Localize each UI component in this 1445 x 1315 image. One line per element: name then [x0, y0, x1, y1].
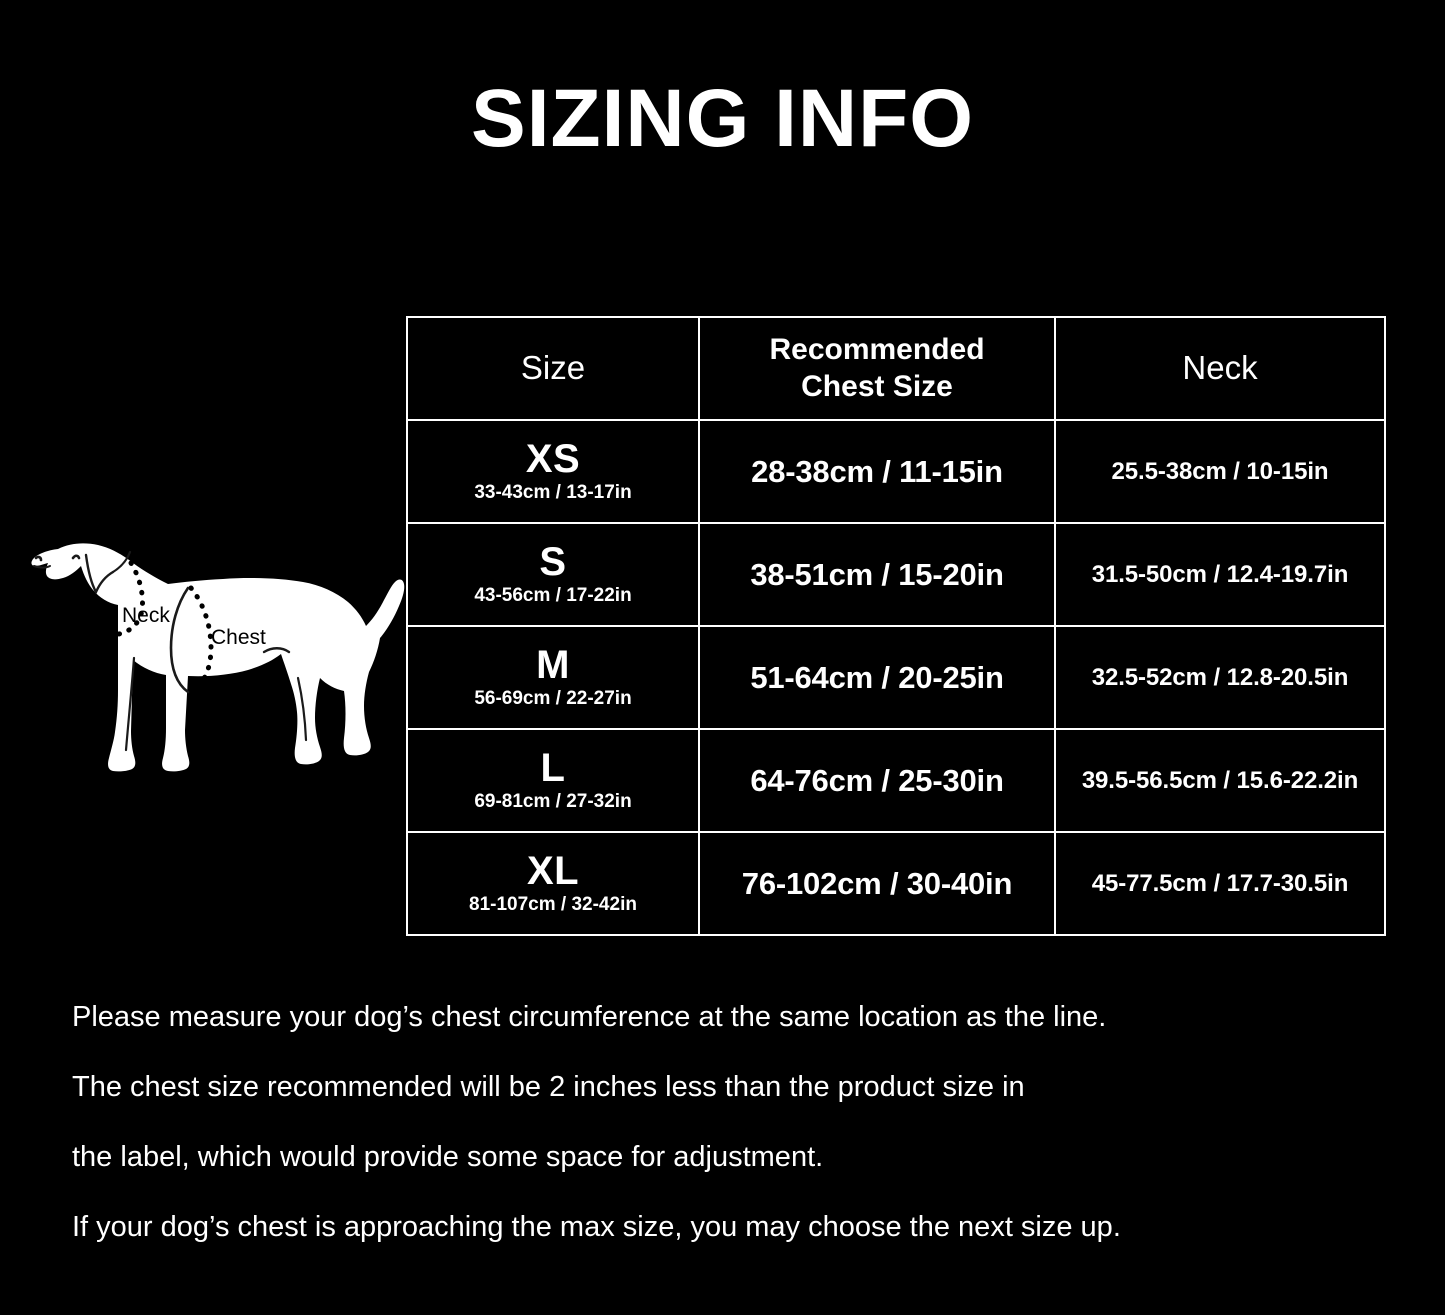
sizing-table-header: Size Recommended Chest Size Neck — [406, 316, 1386, 421]
size-letter: XS — [525, 436, 581, 481]
table-row: M 56-69cm / 22-27in 51-64cm / 20-25in 32… — [406, 625, 1386, 730]
size-letter: XL — [526, 848, 580, 893]
size-subtext: 56-69cm / 22-27in — [474, 688, 632, 710]
size-letter: M — [536, 642, 570, 687]
table-row: L 69-81cm / 27-32in 64-76cm / 25-30in 39… — [406, 728, 1386, 833]
cell-size-xs: XS 33-43cm / 13-17in — [406, 419, 700, 524]
header-label-chest-line2: Chest Size — [801, 369, 953, 403]
dog-haunch-line — [262, 647, 291, 654]
header-cell-chest: Recommended Chest Size — [698, 316, 1056, 421]
dog-front-leg-line — [124, 656, 136, 752]
cell-neck-l: 39.5-56.5cm / 15.6-22.2in — [1054, 728, 1386, 833]
header-label-neck: Neck — [1182, 349, 1258, 387]
cell-neck-xs: 25.5-38cm / 10-15in — [1054, 419, 1386, 524]
table-row: XL 81-107cm / 32-42in 76-102cm / 30-40in… — [406, 831, 1386, 936]
header-label-size: Size — [520, 349, 586, 387]
instruction-line-1: Please measure your dog’s chest circumfe… — [72, 1001, 1107, 1033]
size-subtext: 69-81cm / 27-32in — [474, 791, 632, 813]
dog-nose — [34, 555, 43, 562]
dog-body-shape — [31, 543, 405, 772]
instruction-line-4: If your dog’s chest is approaching the m… — [72, 1211, 1121, 1243]
sizing-table: Size Recommended Chest Size Neck XS 33-4… — [406, 316, 1386, 936]
size-subtext: 33-43cm / 13-17in — [474, 482, 632, 504]
instruction-line-2: The chest size recommended will be 2 inc… — [72, 1071, 1025, 1103]
header-cell-size: Size — [406, 316, 700, 421]
header-cell-neck: Neck — [1054, 316, 1386, 421]
cell-chest-m: 51-64cm / 20-25in — [698, 625, 1056, 730]
cell-size-l: L 69-81cm / 27-32in — [406, 728, 700, 833]
size-letter: S — [539, 539, 567, 584]
instruction-line-3: the label, which would provide some spac… — [72, 1141, 824, 1173]
cell-chest-xl: 76-102cm / 30-40in — [698, 831, 1056, 936]
sizing-table-body: XS 33-43cm / 13-17in 28-38cm / 11-15in 2… — [406, 419, 1386, 936]
cell-chest-l: 64-76cm / 25-30in — [698, 728, 1056, 833]
dog-chest-label: Chest — [211, 626, 266, 649]
header-label-chest-line1: Recommended — [769, 332, 985, 366]
dog-neck-label: Neck — [122, 604, 170, 627]
dog-ear-edge — [111, 550, 132, 574]
cell-size-xl: XL 81-107cm / 32-42in — [406, 831, 700, 936]
size-subtext: 43-56cm / 17-22in — [474, 585, 632, 607]
dog-eye — [71, 554, 81, 560]
cell-chest-xs: 28-38cm / 11-15in — [698, 419, 1056, 524]
instructions-block: Please measure your dog’s chest circumfe… — [72, 1003, 1392, 1283]
cell-size-s: S 43-56cm / 17-22in — [406, 522, 700, 627]
chest-measure-line — [188, 585, 214, 693]
dog-mouth-line — [33, 565, 51, 569]
dog-silhouette-svg — [31, 543, 405, 772]
cell-chest-s: 38-51cm / 15-20in — [698, 522, 1056, 627]
table-row: XS 33-43cm / 13-17in 28-38cm / 11-15in 2… — [406, 419, 1386, 524]
dog-ear-outline — [84, 553, 115, 595]
table-header-row: Size Recommended Chest Size Neck — [406, 316, 1386, 421]
chest-measure-front-arc — [169, 586, 190, 694]
cell-size-m: M 56-69cm / 22-27in — [406, 625, 700, 730]
cell-neck-m: 32.5-52cm / 12.8-20.5in — [1054, 625, 1386, 730]
table-row: S 43-56cm / 17-22in 38-51cm / 15-20in 31… — [406, 522, 1386, 627]
dog-illustration — [18, 500, 408, 810]
dog-rear-leg-line — [296, 676, 308, 742]
size-letter: L — [540, 745, 566, 790]
size-subtext: 81-107cm / 32-42in — [469, 894, 637, 916]
cell-neck-s: 31.5-50cm / 12.4-19.7in — [1054, 522, 1386, 627]
cell-neck-xl: 45-77.5cm / 17.7-30.5in — [1054, 831, 1386, 936]
page-title: SIZING INFO — [471, 73, 974, 164]
